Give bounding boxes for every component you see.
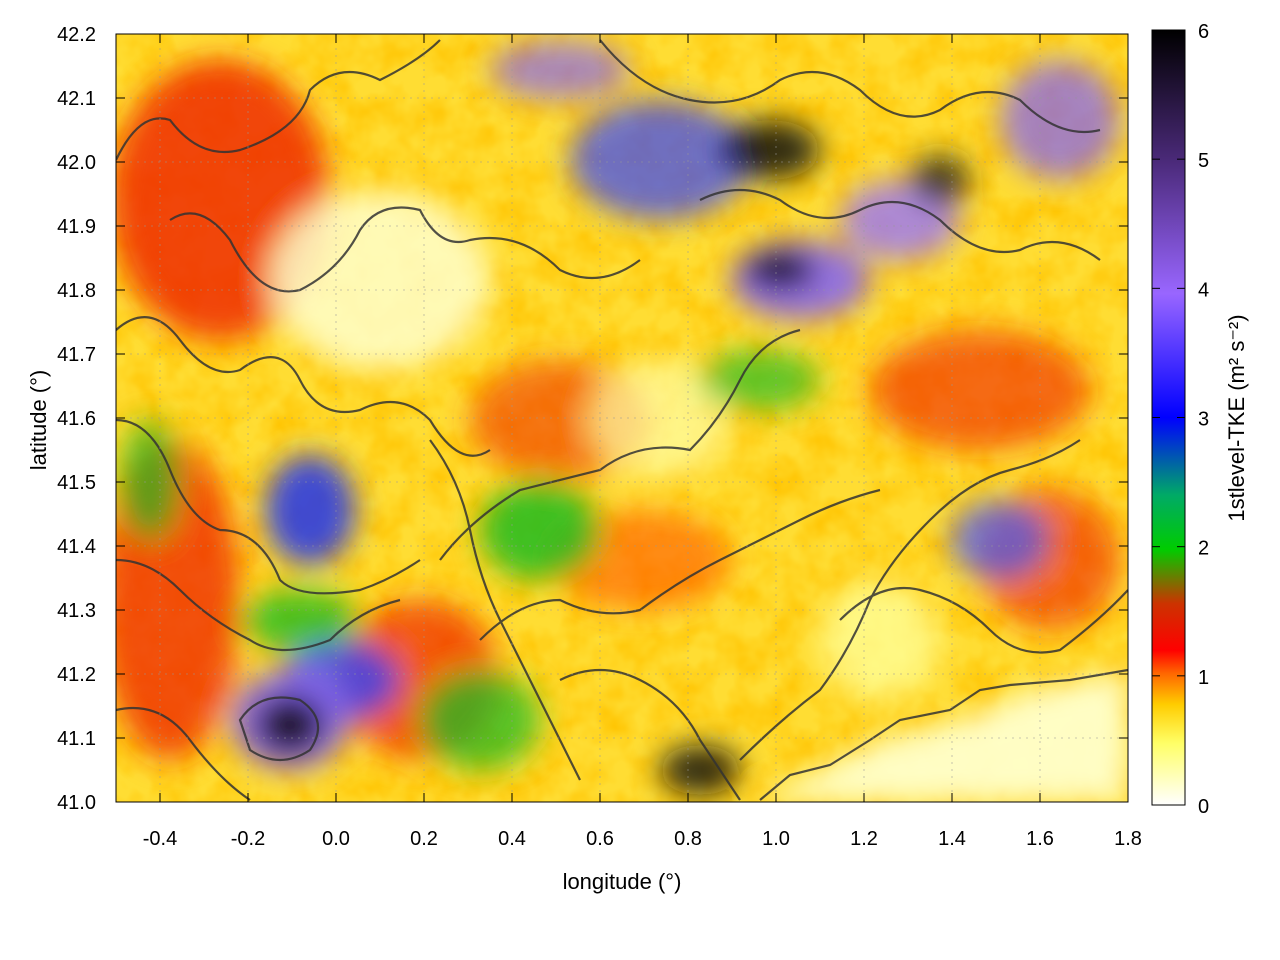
heat-region (910, 155, 970, 205)
colorbar-ticks: 0 1 2 3 4 5 6 (1152, 21, 1209, 818)
heat-region (255, 695, 325, 755)
heat-region (820, 580, 940, 700)
colorbar-tick-label: 5 (1198, 150, 1209, 172)
heat-region (420, 670, 540, 770)
contour-line (739, 439, 1081, 761)
contour-line (699, 188, 1101, 261)
colorbar-tick-label: 1 (1198, 667, 1209, 689)
x-axis-label: longitude (°) (563, 869, 682, 894)
y-tick-label: 41.6 (57, 408, 96, 430)
y-tick-label: 41.5 (57, 472, 96, 494)
x-tick-label: 0.4 (498, 828, 526, 850)
y-tick-label: 41.9 (57, 216, 96, 238)
x-tick-label: 0.0 (322, 828, 350, 850)
colorbar-label: 1stlevel-TKE (m² s⁻²) (1224, 314, 1249, 521)
heatmap-blobs (116, 40, 1128, 802)
x-axis-ticks: -0.4 -0.2 0.0 0.2 0.4 0.6 0.8 1.0 1.2 1.4 1.6 1.8 (143, 34, 1142, 850)
colorbar: 0 1 2 3 4 5 6 1stlevel-TKE (m² s⁻²) (1151, 21, 1249, 818)
x-tick-label: -0.4 (143, 828, 177, 850)
contour-line (439, 328, 801, 561)
heat-region (240, 590, 360, 650)
terrain-contours (116, 39, 1128, 801)
x-tick-label: 1.6 (1026, 828, 1054, 850)
contour-line (479, 488, 881, 641)
contour-line (116, 39, 441, 161)
y-tick-label: 41.0 (57, 792, 96, 814)
heat-region (480, 480, 600, 580)
y-axis-label: latitude (°) (26, 370, 51, 471)
heat-region (270, 190, 490, 370)
plot-area: -0.4 -0.2 0.0 0.2 0.4 0.6 0.8 1.0 1.2 1.4 1.6 1.8 4… (57, 24, 1142, 850)
contour-line (839, 586, 1128, 654)
y-tick-label: 42.1 (57, 88, 96, 110)
colorbar-tick-label: 2 (1198, 538, 1209, 560)
x-tick-label: -0.2 (231, 828, 265, 850)
heat-region (1000, 60, 1120, 180)
contour-line (116, 316, 491, 457)
colorbar-tick-label: 6 (1198, 21, 1209, 43)
contour-line (559, 668, 741, 801)
heat-region (745, 250, 815, 290)
x-tick-label: 1.8 (1114, 828, 1142, 850)
colorbar-tick-label: 0 (1198, 796, 1209, 818)
heat-region (265, 455, 355, 565)
y-tick-label: 41.7 (57, 344, 96, 366)
colorbar-tick-label: 4 (1198, 279, 1209, 301)
y-axis-ticks: 41.0 41.1 41.2 41.3 41.4 41.5 41.6 41.7 41.8 41.9… (57, 24, 1128, 814)
heat-region (590, 360, 730, 480)
x-tick-label: 0.8 (674, 828, 702, 850)
contour-line (429, 439, 581, 781)
colorbar-tick-label: 3 (1198, 409, 1209, 431)
y-tick-label: 41.4 (57, 536, 96, 558)
y-tick-label: 41.1 (57, 728, 96, 750)
y-tick-label: 41.8 (57, 280, 96, 302)
heat-region (660, 745, 740, 795)
contour-line (169, 206, 641, 293)
heat-region (490, 40, 630, 100)
contour-line (116, 418, 421, 595)
contour-line (116, 706, 251, 801)
x-tick-label: 1.2 (850, 828, 878, 850)
heat-region (570, 100, 750, 220)
heat-region (870, 330, 1090, 450)
x-tick-label: 1.4 (938, 828, 966, 850)
contour-line (759, 668, 1128, 801)
y-tick-label: 41.2 (57, 664, 96, 686)
y-tick-label: 42.0 (57, 152, 96, 174)
heat-region (720, 120, 820, 180)
y-tick-label: 41.3 (57, 600, 96, 622)
x-tick-label: 0.2 (410, 828, 438, 850)
heat-region (700, 350, 820, 410)
y-tick-label: 42.2 (57, 24, 96, 46)
contour-line (238, 696, 320, 761)
x-tick-label: 0.6 (586, 828, 614, 850)
heat-region (120, 420, 180, 540)
x-tick-label: 1.0 (762, 828, 790, 850)
heat-region (950, 500, 1050, 580)
contour-line (116, 558, 401, 652)
calm-region (760, 670, 1128, 802)
contour-line (599, 39, 1101, 134)
